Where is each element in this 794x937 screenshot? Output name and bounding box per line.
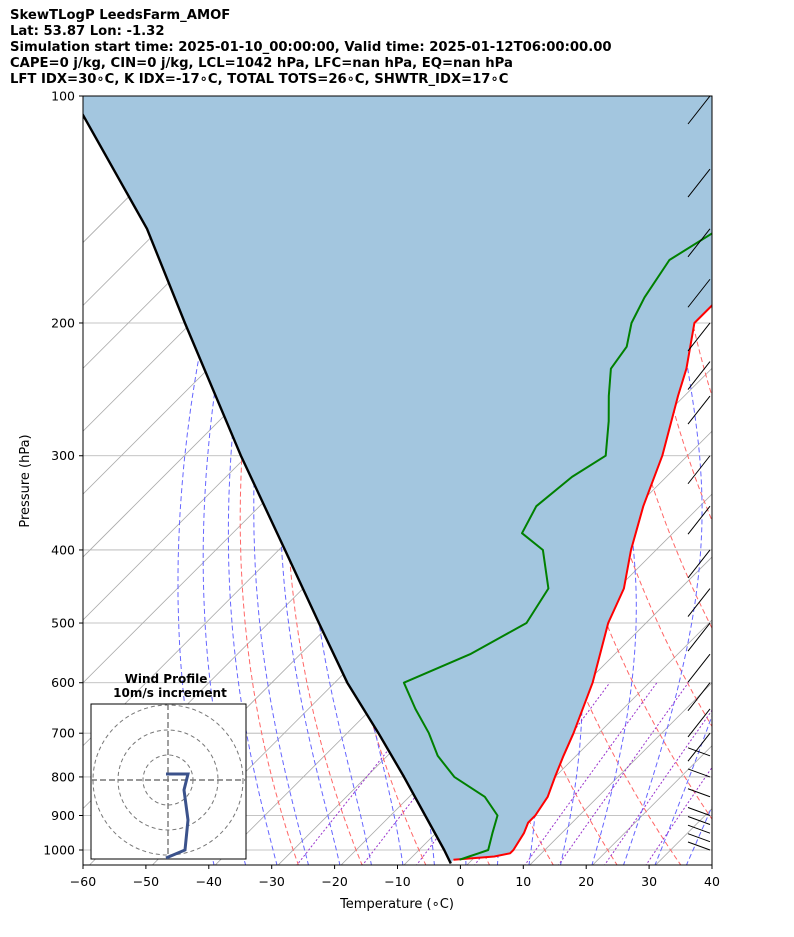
x-tick-label: −60 [70,874,96,889]
y-tick-label: 900 [51,808,75,823]
wind-barb [687,807,711,816]
moist-adiabat [202,96,287,865]
hodograph-trace [165,772,190,859]
wind-barb [687,455,711,485]
chart-title-block: SkewTLogP LeedsFarm_AMOF Lat: 53.87 Lon:… [10,8,612,88]
dry-adiabat [733,96,794,866]
title-line-1: SkewTLogP LeedsFarm_AMOF [10,8,231,23]
wind-barb [687,841,711,851]
dewpoint-line [402,232,712,861]
wind-barb [687,653,711,683]
isotherm-line [83,96,230,244]
x-tick-label: −50 [133,874,159,889]
wind-barb [687,588,711,617]
y-tick-label: 400 [51,542,75,557]
wind-barbs [687,96,711,851]
wind-barb [687,228,711,258]
isotherm-line [466,619,712,865]
dry-adiabat [765,96,794,866]
x-tick-label: −20 [321,874,347,889]
hodograph-inset: Wind Profile 10m/s increment [90,672,247,860]
x-tick-label: 0 [456,874,464,889]
wind-barb [687,168,711,198]
x-tick-label: 20 [578,874,594,889]
x-axis-ticks: −60 −50 −40 −30 −20 −10 0 10 20 30 40 [70,865,720,889]
mixing-ratio-line [645,766,712,865]
mixing-ratio-line [524,682,658,865]
wind-barb [687,768,711,778]
temperature-line [453,303,712,861]
y-tick-label: 200 [51,315,75,330]
title-line-3: Simulation start time: 2025-01-10_00:00:… [10,40,612,55]
x-tick-label: −30 [259,874,285,889]
wind-barb [687,622,711,652]
y-axis-label: Pressure (hPa) [18,434,33,527]
title-line-5: LFT IDX=30∘C, K IDX=-17∘C, TOTAL TOTS=26… [10,72,509,87]
wind-barb [687,549,711,579]
wind-barb [687,96,711,125]
y-tick-label: 1000 [43,843,75,858]
wind-barb [687,824,711,834]
wind-barb [687,395,711,425]
moist-adiabat [685,805,712,865]
parcel-path-line [83,112,452,865]
wind-barb [687,322,711,352]
moist-adiabat [623,96,703,865]
x-tick-label: 30 [641,874,657,889]
wind-barb [687,708,711,738]
mixing-ratio-line [557,682,689,865]
title-line-4: CAPE=0 j/kg, CIN=0 j/kg, LCL=1042 hPa, L… [10,56,513,71]
wind-barb [687,788,711,798]
moist-adiabat [654,714,712,865]
wind-barb [687,732,711,762]
hodograph-plot [91,704,246,859]
y-tick-label: 300 [51,448,75,463]
cape-cin-shading [83,96,712,864]
y-axis-ticks: 1000 900 800 700 600 500 400 300 200 100 [43,89,83,858]
isotherm-line [780,96,794,866]
wind-barb [687,833,711,843]
dry-adiabat [285,96,363,865]
plot-area [83,96,794,866]
hodograph-title: Wind Profile [125,672,208,686]
y-tick-label: 100 [51,89,75,104]
x-tick-label: −40 [196,874,222,889]
isotherm-line [718,96,794,866]
wind-barb [687,505,711,535]
hodograph-subtitle: 10m/s increment [113,686,227,700]
title-line-2: Lat: 53.87 Lon: -1.32 [10,24,165,39]
wind-barb [687,361,711,390]
mixing-ratio-line [603,709,712,865]
x-tick-label: 40 [704,874,720,889]
cin-shading [83,96,712,864]
wind-barb [687,278,711,308]
wind-barb [687,747,711,757]
x-tick-label: −10 [384,874,410,889]
y-tick-label: 800 [51,769,75,784]
y-tick-label: 500 [51,616,75,631]
y-tick-label: 700 [51,726,75,741]
wind-barb [687,816,711,825]
y-tick-label: 600 [51,675,75,690]
profile-lines [83,112,712,865]
isotherm-line [529,682,712,865]
x-axis-label: Temperature (∘C) [339,897,454,912]
x-tick-label: 10 [515,874,531,889]
wind-barb [687,682,711,712]
dry-adiabat [699,96,712,228]
moist-adiabat [177,96,270,865]
